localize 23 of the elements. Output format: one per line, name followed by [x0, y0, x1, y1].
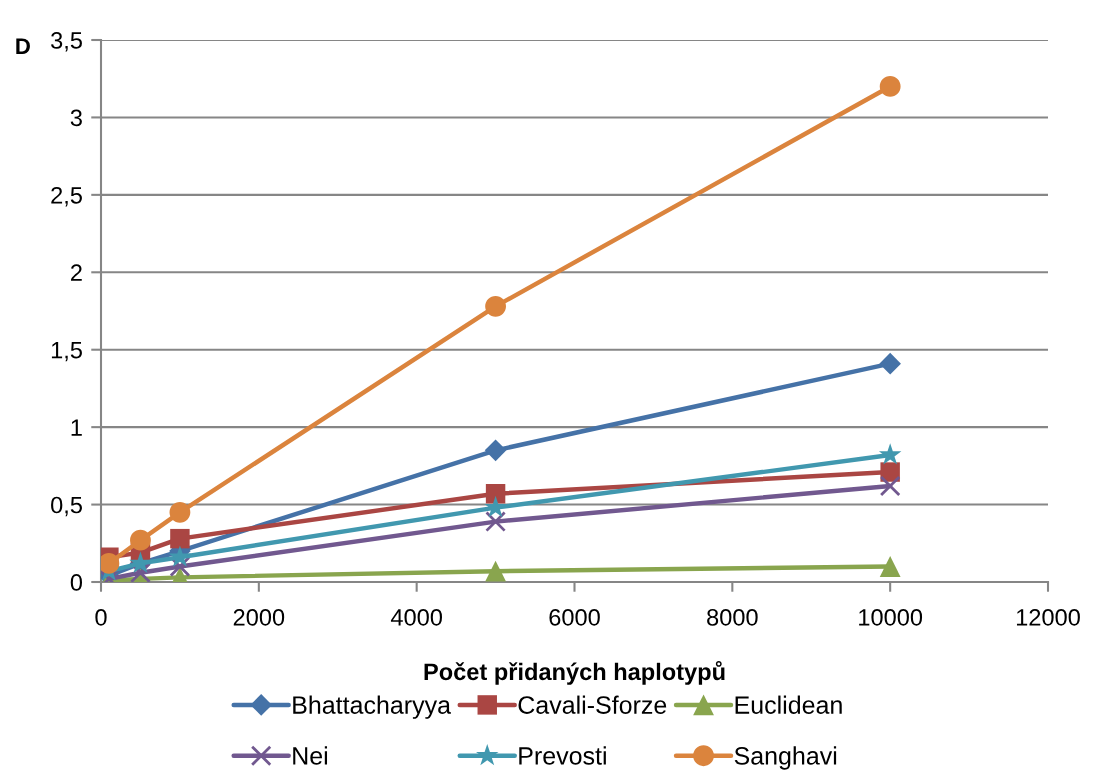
y-tick-label: 0: [70, 574, 83, 591]
x-tick-label: 0: [95, 609, 107, 626]
x-tick-label: 12000: [1016, 609, 1080, 626]
legend-label: Sanghavi: [734, 746, 837, 770]
y-tick-label: 1: [71, 419, 82, 436]
x-tick-label: 2000: [233, 609, 285, 626]
x-tick-label: 4000: [390, 609, 443, 626]
legend-label: Nei: [293, 746, 328, 765]
y-tick-label: 3,5: [51, 32, 82, 52]
y-tick-label: 2: [71, 264, 82, 281]
legend-label: Cavali-Sforze: [518, 695, 667, 714]
x-tick-label: 6000: [549, 609, 600, 626]
y-tick-label: 2,5: [51, 186, 82, 207]
x-axis-title: Počet přidaných haplotypů: [424, 660, 725, 685]
y-axis-title: D: [16, 38, 30, 54]
legend-label: Euclidean: [735, 695, 842, 714]
y-tick-label: 3: [70, 109, 82, 127]
y-tick-label: 1,5: [51, 342, 82, 362]
y-tick-label: 0,5: [51, 496, 82, 517]
x-tick-label: 8000: [707, 609, 758, 626]
x-tick-label: 10000: [859, 609, 923, 626]
legend-label: Bhattacharyya: [293, 695, 451, 719]
legend-label: Prevosti: [519, 746, 606, 765]
